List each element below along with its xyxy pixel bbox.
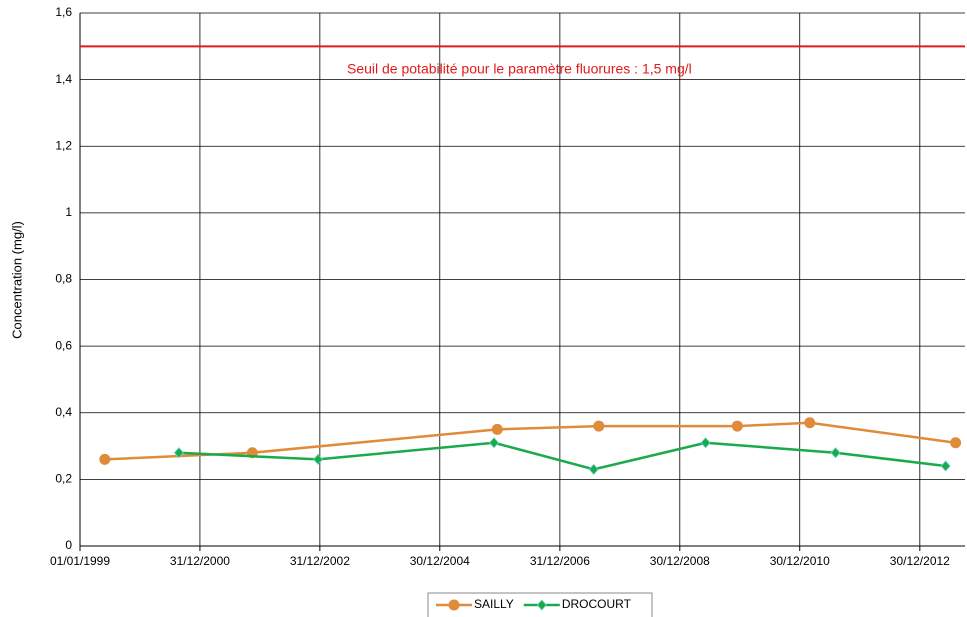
- data-point: [99, 453, 111, 465]
- data-point: [700, 437, 711, 449]
- x-tick-label: 31/12/2002: [290, 554, 350, 568]
- annotation: Seuil de potabilité pour le paramètre fl…: [347, 61, 692, 77]
- data-point: [804, 417, 816, 429]
- series-line: [178, 441, 946, 471]
- x-tick-label: 30/12/2008: [650, 554, 710, 568]
- y-tick-label: 1,6: [55, 5, 72, 19]
- legend-marker: [448, 599, 460, 611]
- data-point: [488, 437, 500, 449]
- y-tick-label: 1,4: [55, 72, 72, 86]
- x-tick-label: 31/12/2000: [170, 554, 230, 568]
- data-point: [588, 463, 599, 475]
- x-tick-label: 30/12/2010: [770, 554, 830, 568]
- data-point: [950, 437, 962, 449]
- data-point: [313, 453, 324, 465]
- legend-marker: [536, 599, 547, 611]
- y-tick-label: 1: [65, 205, 72, 219]
- x-tick-label: 01/01/1999: [50, 554, 110, 568]
- data-point: [940, 460, 951, 472]
- legend-label: SAILLY: [474, 597, 514, 611]
- x-tick-label: 31/12/2006: [530, 554, 590, 568]
- y-tick-label: 0,2: [55, 472, 72, 486]
- x-tick-label: 30/12/2012: [890, 554, 950, 568]
- y-tick-label: 0,6: [55, 338, 72, 352]
- y-tick-label: 1,2: [55, 138, 72, 152]
- data-point: [593, 420, 605, 432]
- y-tick-label: 0: [65, 538, 72, 552]
- data-point: [731, 420, 743, 432]
- y-tick-label: 0,4: [55, 405, 72, 419]
- data-point: [173, 447, 184, 459]
- series-line: [104, 421, 956, 461]
- x-tick-label: 30/12/2004: [410, 554, 470, 568]
- data-point: [830, 447, 841, 459]
- legend-label: DROCOURT: [562, 597, 632, 611]
- y-tick-label: 0,8: [55, 272, 72, 286]
- data-point: [491, 423, 503, 435]
- y-axis-label: Concentration (mg/l): [9, 221, 24, 339]
